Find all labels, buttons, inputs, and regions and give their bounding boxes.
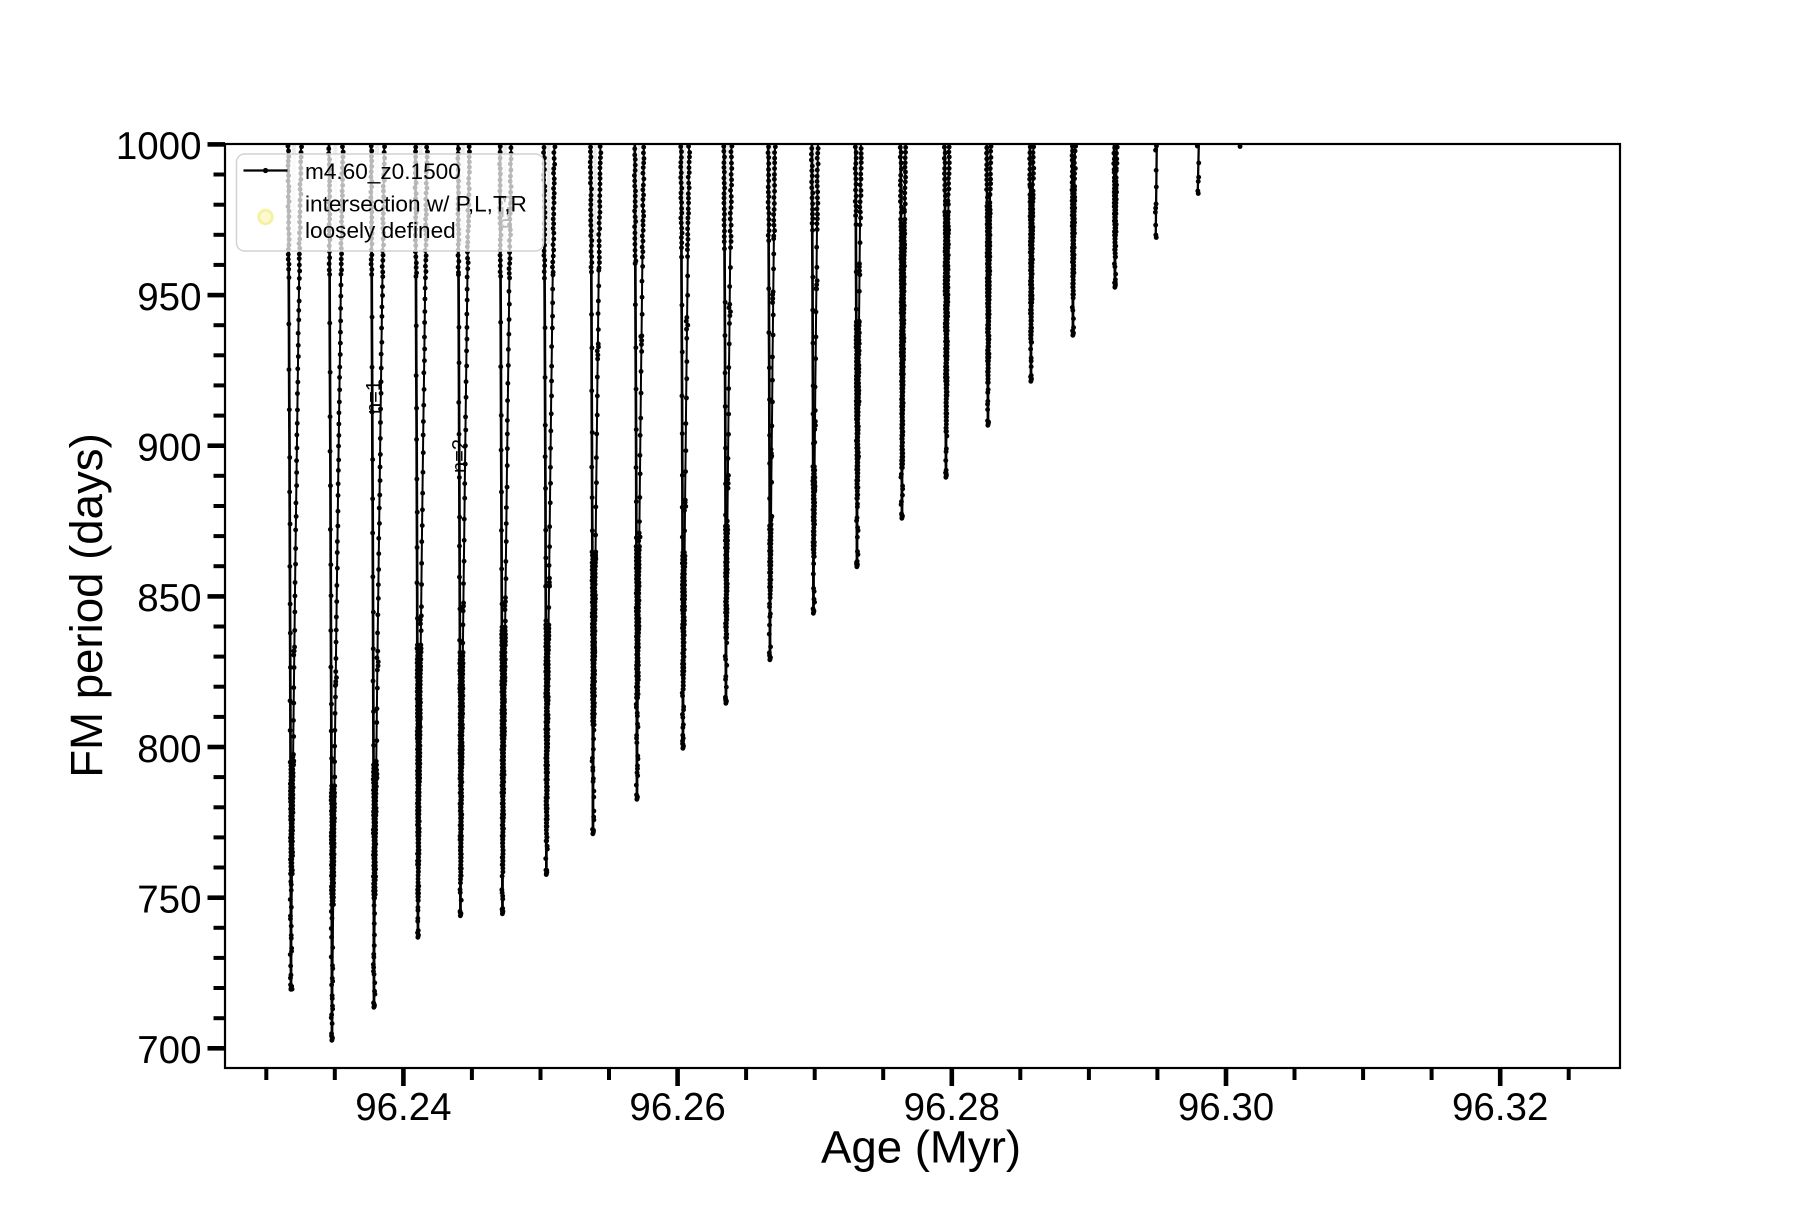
svg-text:850: 850	[137, 577, 201, 620]
svg-text:n=1: n=1	[363, 380, 385, 414]
svg-text:96.32: 96.32	[1452, 1086, 1548, 1129]
svg-text:900: 900	[137, 427, 201, 470]
svg-text:m4.60_z0.1500: m4.60_z0.1500	[305, 159, 461, 184]
svg-text:800: 800	[137, 728, 201, 771]
svg-text:FM period (days): FM period (days)	[61, 433, 112, 778]
svg-text:Age (Myr): Age (Myr)	[821, 1122, 1021, 1173]
svg-text:1000: 1000	[116, 125, 202, 168]
svg-text:96.26: 96.26	[629, 1086, 725, 1129]
svg-text:96.28: 96.28	[904, 1086, 1000, 1129]
svg-text:750: 750	[137, 878, 201, 921]
svg-text:intersection w/ P,L,T,R: intersection w/ P,L,T,R	[305, 192, 527, 217]
svg-text:96.30: 96.30	[1178, 1086, 1274, 1129]
svg-text:n=2: n=2	[449, 439, 471, 473]
svg-text:700: 700	[137, 1029, 201, 1072]
svg-text:96.24: 96.24	[355, 1086, 451, 1129]
svg-text:loosely defined: loosely defined	[305, 218, 456, 243]
svg-text:950: 950	[137, 276, 201, 319]
